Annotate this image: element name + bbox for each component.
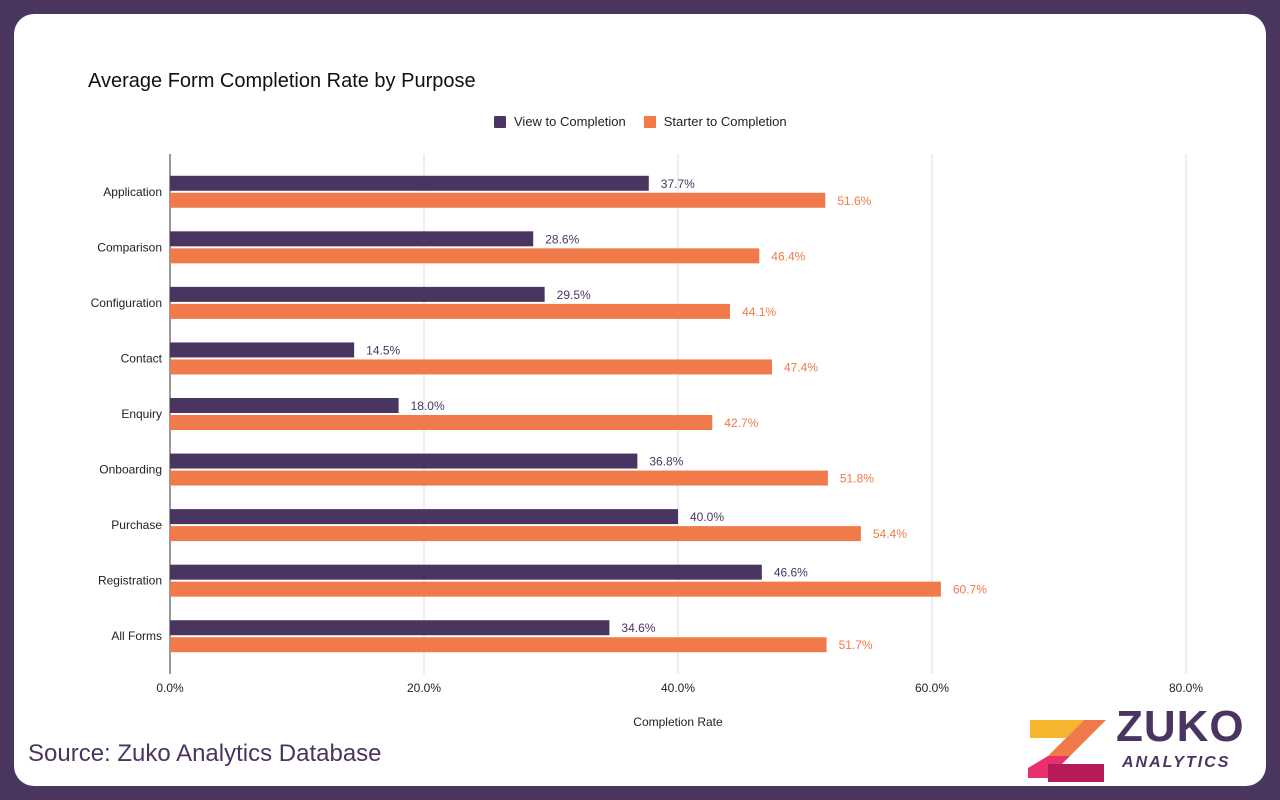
bar-starter-to-completion xyxy=(170,248,760,264)
data-label: 54.4% xyxy=(873,527,907,541)
bar-starter-to-completion xyxy=(170,415,713,430)
logo-wordmark: ZUKO xyxy=(1116,702,1245,751)
chart-legend: View to Completion Starter to Completion xyxy=(494,114,787,129)
chart-title: Average Form Completion Rate by Purpose xyxy=(88,70,476,92)
bar-starter-to-completion xyxy=(170,303,731,319)
bar-chart: 0.0% 20.0% 40.0% 60.0% 80.0% Completion Rate A… xyxy=(91,154,1203,729)
category-label: Configuration xyxy=(91,296,162,310)
data-label: 29.5% xyxy=(557,288,591,302)
data-label: 18.0% xyxy=(411,399,445,413)
data-label: 44.1% xyxy=(742,305,776,319)
bar-view-to-completion xyxy=(170,342,355,358)
logo-subtitle: ANALYTICS xyxy=(1122,754,1231,771)
chart-card: Average Form Completion Rate by Purpose … xyxy=(14,14,1266,786)
category-label: All Forms xyxy=(111,629,162,643)
bar-starter-to-completion xyxy=(170,359,772,375)
bar-starter-to-completion xyxy=(170,581,941,597)
data-label: 51.8% xyxy=(840,472,874,486)
legend-item-view: View to Completion xyxy=(494,114,626,129)
data-label: 40.0% xyxy=(690,510,724,524)
bar-starter-to-completion xyxy=(170,470,828,486)
category-label: Registration xyxy=(98,574,162,588)
category-label: Onboarding xyxy=(99,463,162,477)
bar-starter-to-completion xyxy=(170,637,827,653)
data-label: 14.5% xyxy=(366,343,400,357)
x-axis-label: Completion Rate xyxy=(633,715,723,729)
x-tick-label: 20.0% xyxy=(407,681,441,695)
bar-view-to-completion xyxy=(170,286,545,302)
data-label: 36.8% xyxy=(649,455,683,469)
category-label: Comparison xyxy=(97,240,162,254)
legend-swatch-starter xyxy=(643,115,656,128)
legend-item-starter: Starter to Completion xyxy=(643,114,787,129)
category-label: Purchase xyxy=(111,518,162,532)
category-label: Application xyxy=(103,185,162,199)
category-label: Contact xyxy=(121,351,163,365)
x-tick-label: 0.0% xyxy=(156,681,184,695)
x-tick-label: 40.0% xyxy=(661,681,695,695)
data-label: 42.7% xyxy=(724,416,758,430)
data-label: 37.7% xyxy=(661,177,695,191)
data-label: 47.4% xyxy=(784,360,818,374)
x-tick-label: 80.0% xyxy=(1169,681,1203,695)
data-label: 34.6% xyxy=(621,621,655,635)
legend-swatch-view xyxy=(494,115,506,128)
x-tick-label: 60.0% xyxy=(915,681,949,695)
zuko-logo: ZUKO ANALYTICS xyxy=(1026,702,1262,784)
category-label: Enquiry xyxy=(121,407,162,421)
data-label: 51.6% xyxy=(837,194,871,208)
data-label: 46.4% xyxy=(771,249,805,263)
bar-view-to-completion xyxy=(170,620,610,636)
legend-label-view: View to Completion xyxy=(514,114,626,129)
bar-view-to-completion xyxy=(170,398,399,413)
bar-view-to-completion xyxy=(170,564,762,580)
data-label: 51.7% xyxy=(839,638,873,652)
bar-view-to-completion xyxy=(170,231,534,247)
bar-starter-to-completion xyxy=(170,526,861,542)
bar-view-to-completion xyxy=(170,453,638,469)
zuko-logo-mark-icon xyxy=(1028,720,1106,782)
bar-view-to-completion xyxy=(170,509,678,525)
bar-starter-to-completion xyxy=(170,192,826,208)
source-note: Source: Zuko Analytics Database xyxy=(28,740,382,767)
legend-label-starter: Starter to Completion xyxy=(663,114,787,129)
data-label: 60.7% xyxy=(953,583,987,597)
bar-view-to-completion xyxy=(170,175,649,191)
data-label: 46.6% xyxy=(774,566,808,580)
data-label: 28.6% xyxy=(545,232,579,246)
